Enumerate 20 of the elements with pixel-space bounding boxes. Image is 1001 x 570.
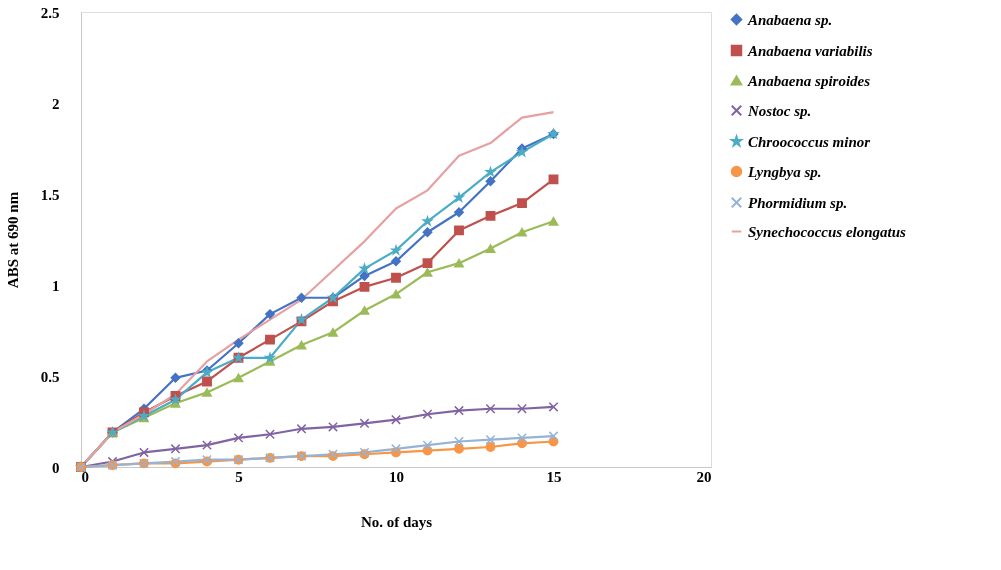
legend-label: Phormidium sp. [748,194,848,211]
x-tick-label: 5 [235,468,243,485]
legend-label: Nostoc sp. [747,102,812,119]
x-tick-label: 15 [546,468,562,485]
legend-label: Anabaena variabilis [747,42,873,59]
y-tick-label: 2.5 [40,4,60,21]
y-tick-label: 2 [52,95,60,112]
legend-label: Anabaena sp. [747,11,833,28]
y-tick-label: 1 [52,277,60,294]
x-tick-label: 0 [81,468,89,485]
y-tick-label: 0.5 [40,368,60,385]
y-axis-title: ABS at 690 nm [4,191,21,289]
legend-label: Anabaena spiroides [747,72,871,89]
legend-label: Chroococcus minor [748,133,871,150]
y-tick-label: 1.5 [40,186,60,203]
x-tick-label: 10 [389,468,404,485]
legend-label: Synechococcus elongatus [748,223,907,240]
legend-label: Lyngbya sp. [747,163,822,180]
x-tick-label: 20 [696,468,712,485]
x-axis-title: No. of days [360,513,433,530]
